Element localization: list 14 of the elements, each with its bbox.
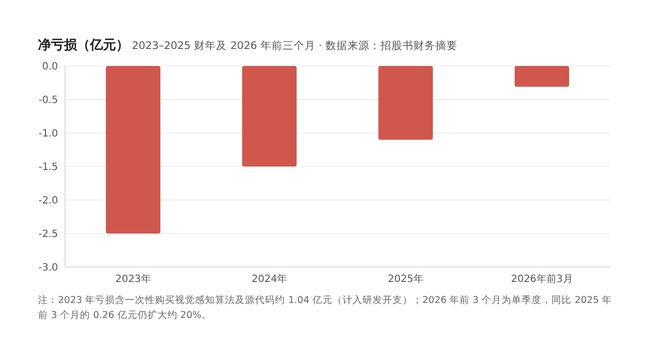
x-tick-label: 2025年 [388,273,424,285]
y-tick-label: -2.0 [38,196,58,206]
y-tick-label: -2.5 [38,229,58,240]
y-tick-label: 0.0 [42,62,58,72]
x-tick-label: 2023年 [115,273,151,285]
chart-title: 净亏损（亿元） [38,38,129,53]
y-tick-label: -0.5 [38,95,58,106]
x-tick-label: 2024年 [252,273,288,285]
y-tick-label: -3.0 [38,262,58,274]
y-tick-label: -1.5 [38,162,58,173]
x-tick-label: 2026年前3月 [510,273,573,285]
text: 注：2023 年亏损含一次性购买视觉感知算法及源代码约 1.04 亿元（计入研发开支）；2026 年前 3 个月为单季度，同比 2025 年前 3 个月的 0.26 亿元仍扩大约 20%。 [38,294,612,321]
y-tick-label: -1.0 [38,128,58,140]
chart-subtitle: 2023–2025 财年及 2026 年前三个月 · 数据来源：招股书财务摘要 [132,39,458,52]
